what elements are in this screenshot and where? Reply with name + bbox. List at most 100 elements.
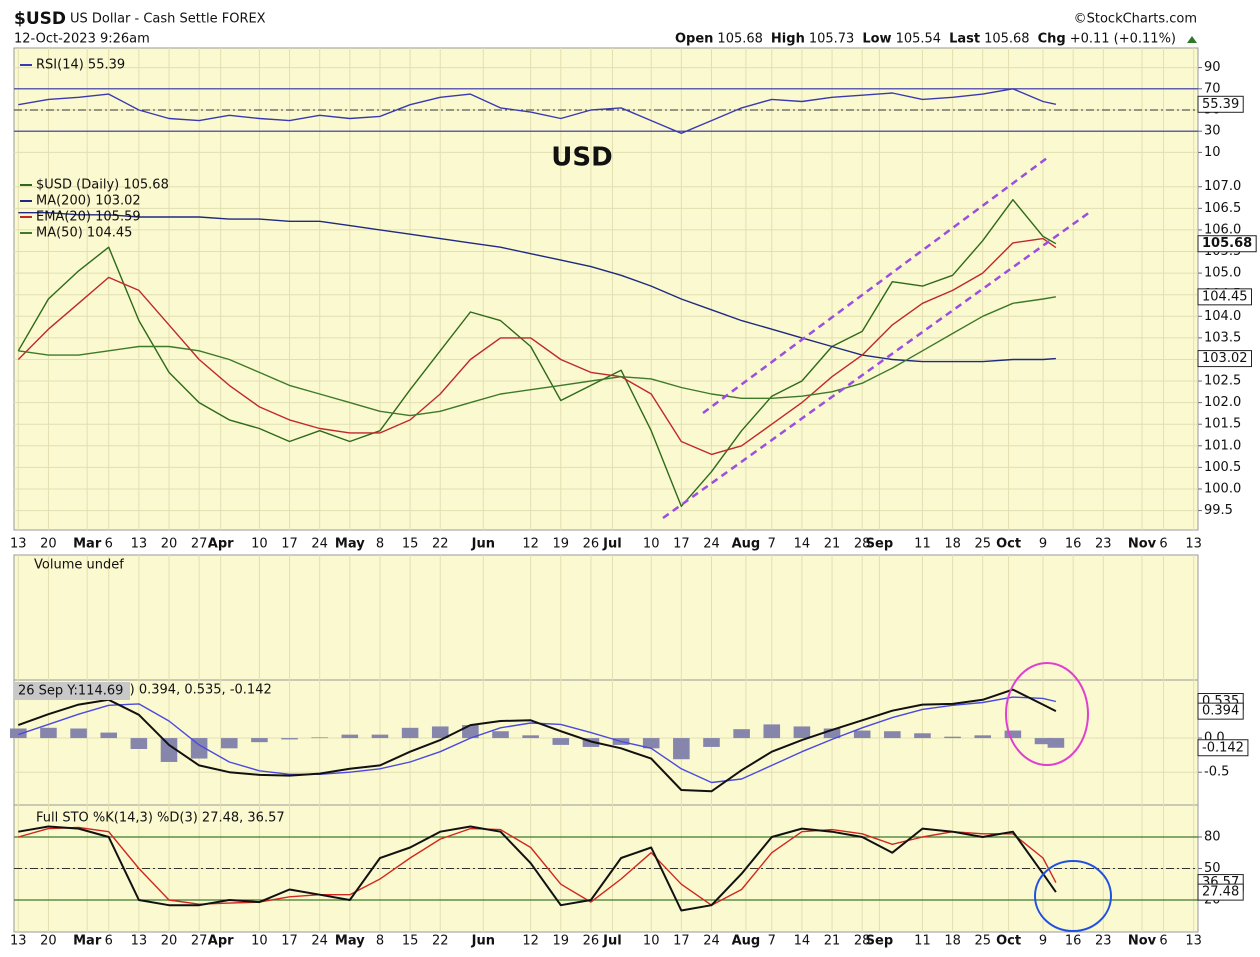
y-tick-label: 70 xyxy=(1204,81,1221,96)
x-tick-label: 27 xyxy=(191,537,208,552)
value-tag-label: 27.48 xyxy=(1202,885,1239,900)
x-tick-label: 10 xyxy=(251,934,268,949)
value-tag: 27.48 xyxy=(1197,883,1244,901)
x-tick-label: 8 xyxy=(376,934,384,949)
histogram-bar xyxy=(733,729,750,739)
x-tick-label: 8 xyxy=(376,537,384,552)
quote-label: Low xyxy=(862,32,891,47)
plot-area: 13 20 Mar 6 13 20 27 Apr 10 17 24 May 8 15 22 Jun 12 19 26… xyxy=(10,47,1241,949)
value-tag-box xyxy=(1197,288,1252,306)
series-line xyxy=(18,825,1057,912)
x-tick-label: 26 xyxy=(583,934,600,949)
x-tick-label: Jul xyxy=(602,537,622,552)
x-tick-label: Oct xyxy=(996,537,1021,552)
x-tick-label: 22 xyxy=(432,537,449,552)
histogram-bar xyxy=(492,731,509,739)
value-tag-box xyxy=(1197,235,1257,253)
x-tick-label: 26 xyxy=(583,537,600,552)
x-tick-label: Oct xyxy=(996,934,1021,949)
histogram-bar xyxy=(10,728,27,739)
x-tick-label: 7 xyxy=(768,537,776,552)
x-tick-label: Apr xyxy=(208,537,234,552)
value-tags: 55.39105.68103.02104.45-0.1420.5350.3943… xyxy=(1197,95,1257,901)
legend-label: MA(50) 104.45 xyxy=(36,226,132,241)
histogram-bar xyxy=(914,733,931,739)
x-tick-label: 6 xyxy=(1159,934,1167,949)
quote-value: 105.68 xyxy=(717,32,763,47)
x-tick-label: 27 xyxy=(191,934,208,949)
histogram-bar xyxy=(974,735,992,739)
x-tick-label: Jul xyxy=(602,934,622,949)
series-line xyxy=(17,199,1057,507)
histogram-bar xyxy=(70,728,87,739)
x-tick-label: 13 xyxy=(10,934,27,949)
histogram-bar xyxy=(40,727,57,739)
value-tag-label: -0.142 xyxy=(1202,740,1244,755)
panel-title: Full STO %K(14,3) %D(3) 27.48, 36.57 xyxy=(36,811,285,826)
x-tick-label: Jun xyxy=(471,537,495,552)
x-tick-label: 19 xyxy=(553,537,570,552)
panel-background xyxy=(13,679,1199,806)
histogram-bar xyxy=(341,734,359,739)
value-tag: 105.68 xyxy=(1197,235,1257,253)
quote-value: 105.54 xyxy=(896,32,942,47)
x-tick-label: Sep xyxy=(866,537,894,552)
histogram-bar xyxy=(1034,738,1052,745)
x-tick-label: 24 xyxy=(311,537,328,552)
value-tag-label: 0.394 xyxy=(1202,704,1239,719)
x-tick-label: 16 xyxy=(1065,537,1082,552)
x-tick-label: 13 xyxy=(131,537,148,552)
histogram-bar xyxy=(160,738,178,762)
y-tick-label: 50 xyxy=(1204,861,1221,876)
series-line xyxy=(18,88,1057,134)
x-tick-label: 19 xyxy=(553,934,570,949)
histogram-bar xyxy=(793,726,811,739)
x-tick-label: 12 xyxy=(522,537,539,552)
histogram-bar xyxy=(100,732,118,739)
source: ©StockCharts.com xyxy=(1074,12,1197,27)
x-tick-label: 14 xyxy=(794,934,811,949)
x-tick-label: Apr xyxy=(208,934,234,949)
y-tick-label: 104.0 xyxy=(1204,309,1241,324)
histogram-bar xyxy=(522,735,539,739)
x-tick-label: 11 xyxy=(914,537,931,552)
histogram-bar xyxy=(642,738,660,749)
value-tag-label: 105.68 xyxy=(1202,236,1252,251)
histogram-bar xyxy=(763,724,781,739)
x-tick-label: 10 xyxy=(251,537,268,552)
y-tick-label: 103.5 xyxy=(1204,330,1241,345)
instrument-name: US Dollar - Cash Settle FOREX xyxy=(70,12,266,27)
value-tag-label: 103.02 xyxy=(1202,351,1248,366)
value-tag-label: 104.45 xyxy=(1202,289,1248,304)
x-tick-label: 11 xyxy=(914,934,931,949)
x-tick-label: 9 xyxy=(1039,934,1047,949)
x-tick-label: Sep xyxy=(866,934,894,949)
y-tick-label: 106.5 xyxy=(1204,201,1241,216)
quote-label: High xyxy=(771,32,805,47)
x-tick-label: 24 xyxy=(311,934,328,949)
y-tick-label: 101.0 xyxy=(1204,438,1241,453)
x-tick-label: 13 xyxy=(10,537,27,552)
x-tick-label: Nov xyxy=(1128,537,1157,552)
x-tick-label: 24 xyxy=(703,537,720,552)
x-tick-label: 28 xyxy=(854,934,871,949)
value-tag: 103.02 xyxy=(1197,350,1252,368)
y-tick-label: 106.0 xyxy=(1204,222,1241,237)
y-tick-label: 90 xyxy=(1204,60,1221,75)
x-tick-label: 17 xyxy=(281,537,298,552)
series-line xyxy=(17,237,1057,456)
histogram-bar xyxy=(1047,738,1065,748)
y-tick-label: -0.5 xyxy=(1204,765,1229,780)
legend-label: RSI(14) 55.39 xyxy=(36,58,125,73)
x-tick-label: 20 xyxy=(161,537,178,552)
histogram-bar xyxy=(401,727,419,739)
value-tag-box xyxy=(1197,95,1244,113)
panel-background xyxy=(13,554,1199,681)
histogram-bar xyxy=(251,738,268,743)
datetime: 12-Oct-2023 9:26am xyxy=(14,32,150,47)
y-tick-label: 105.0 xyxy=(1204,266,1241,281)
x-tick-label: 28 xyxy=(854,537,871,552)
value-tag-box xyxy=(1197,350,1252,368)
x-tick-label: 15 xyxy=(402,537,419,552)
histogram-bar xyxy=(853,730,871,739)
